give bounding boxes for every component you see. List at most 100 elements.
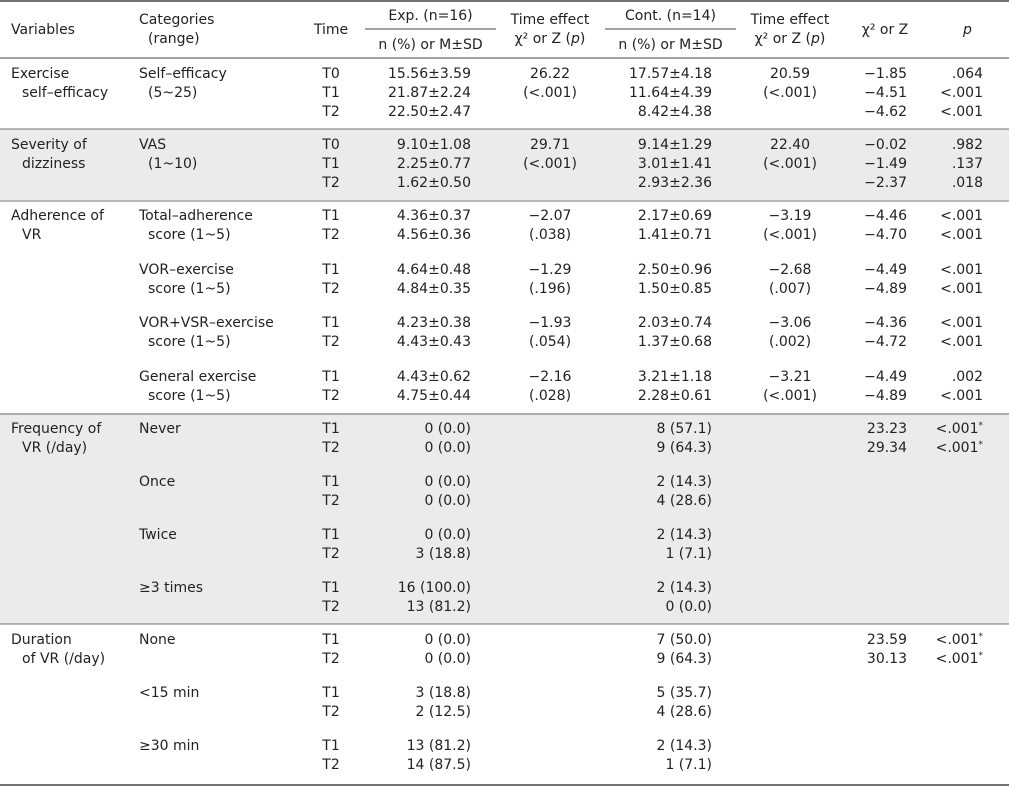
exp-time-effect: (.054) [528, 334, 572, 350]
exp-value: 4.84±0.35 [396, 280, 471, 297]
cont-value: 3.01±1.41 [637, 156, 712, 172]
header-categories: Categories [139, 12, 215, 28]
exp-value: 15.56±3.59 [388, 66, 471, 82]
significance-marker: * [978, 651, 984, 661]
exp-time-effect: (.028) [528, 387, 572, 404]
p-value: <.001 [940, 85, 983, 101]
row-shading [0, 129, 1009, 200]
time-label: T1 [322, 632, 340, 648]
header-exp-n-or-m: n (%) or M±SD [378, 37, 483, 53]
significance-marker: * [978, 440, 984, 450]
exp-value: 2.25±0.77 [396, 156, 471, 172]
exp-value: 0 (0.0) [424, 474, 471, 490]
p-value: <.001* [935, 440, 984, 456]
time-label: T1 [322, 527, 340, 543]
cont-time-effect: 20.59 [769, 66, 811, 82]
time-label: T2 [322, 757, 340, 773]
variable-label: Severity of [11, 137, 87, 153]
p-value: <.001* [935, 651, 984, 667]
exp-time-effect: (.196) [528, 280, 572, 297]
category-label: score (1~5) [148, 334, 231, 350]
cont-value: 9.14±1.29 [637, 137, 712, 153]
time-label: T2 [322, 440, 340, 456]
exp-value: 1.62±0.50 [396, 175, 471, 191]
p-value: <.001 [940, 315, 983, 331]
p-value: .137 [951, 156, 983, 172]
chi-or-z-value: −4.89 [864, 387, 907, 404]
cont-value: 2 (14.3) [656, 738, 712, 754]
time-label: T2 [322, 493, 340, 509]
cont-value: 8.42±4.38 [637, 104, 712, 120]
time-label: T1 [322, 261, 340, 278]
variable-label: Duration [11, 632, 72, 648]
p-value: .064 [951, 66, 983, 82]
cont-time-effect: −2.68 [768, 261, 812, 278]
exp-value: 22.50±2.47 [388, 104, 471, 120]
variable-label: Exercise [11, 66, 70, 82]
p-value: <.001 [940, 208, 983, 224]
time-label: T1 [322, 315, 340, 331]
time-label: T0 [322, 66, 340, 82]
cont-value: 1.50±0.85 [637, 280, 712, 297]
p-value: <.001 [940, 104, 983, 120]
cont-value: 1 (7.1) [665, 757, 712, 773]
p-value: .002 [951, 368, 983, 385]
category-label: Once [139, 474, 176, 490]
category-label: score (1~5) [148, 280, 231, 297]
time-label: T2 [322, 334, 340, 350]
cont-time-effect: −3.06 [768, 315, 812, 331]
category-label: (1~10) [148, 156, 198, 172]
p-symbol: p [571, 31, 580, 47]
time-label: T1 [322, 208, 340, 224]
category-label: None [139, 632, 176, 648]
exp-value: 4.23±0.38 [396, 315, 471, 331]
chi-or-z-value: −1.49 [864, 156, 907, 172]
exp-value: 0 (0.0) [424, 493, 471, 509]
cont-value: 1.41±0.71 [637, 227, 712, 243]
category-label: score (1~5) [148, 227, 231, 243]
time-label: T1 [322, 85, 340, 101]
exp-value: 0 (0.0) [424, 651, 471, 667]
exp-value: 3 (18.8) [415, 546, 471, 562]
exp-value: 0 (0.0) [424, 421, 471, 437]
cont-value: 11.64±4.39 [629, 85, 712, 101]
exp-value: 9.10±1.08 [396, 137, 471, 153]
exp-value: 4.64±0.48 [396, 261, 471, 278]
cont-value: 2.17±0.69 [637, 208, 712, 224]
time-label: T2 [322, 387, 340, 404]
category-label: ≥3 times [139, 580, 204, 596]
time-label: T1 [322, 685, 340, 701]
exp-time-effect: (<.001) [523, 85, 577, 101]
p-symbol: p [811, 31, 820, 47]
time-label: T2 [322, 704, 340, 720]
chi-or-z-value: −4.49 [864, 368, 907, 385]
header-variables: Variables [11, 22, 75, 38]
exp-value: 2 (12.5) [415, 704, 471, 720]
chi-or-z-value: −4.36 [864, 315, 907, 331]
exp-value: 21.87±2.24 [388, 85, 471, 101]
variable-label: VR [22, 227, 42, 243]
time-label: T2 [322, 599, 340, 615]
exp-value: 16 (100.0) [397, 580, 471, 596]
cont-time-effect: (<.001) [763, 85, 817, 101]
time-label: T1 [322, 738, 340, 754]
header-cont-time-effect: Time effect [750, 12, 830, 28]
time-label: T1 [322, 368, 340, 385]
chi-or-z-value: −4.89 [864, 280, 907, 297]
cont-time-effect: −3.19 [768, 208, 812, 224]
p-value: <.001 [940, 280, 983, 297]
chi-or-z-value: 23.59 [866, 632, 907, 648]
exp-value: 4.56±0.36 [396, 227, 471, 243]
header-p: p [963, 22, 972, 38]
p-value: .018 [951, 175, 983, 191]
category-label: score (1~5) [148, 387, 231, 404]
time-label: T2 [322, 280, 340, 297]
time-label: T2 [322, 546, 340, 562]
exp-value: 4.36±0.37 [396, 208, 471, 224]
exp-value: 13 (81.2) [406, 738, 471, 754]
cont-value: 2.28±0.61 [637, 387, 712, 404]
exp-value: 13 (81.2) [406, 599, 471, 615]
cont-time-effect: (<.001) [763, 227, 817, 243]
